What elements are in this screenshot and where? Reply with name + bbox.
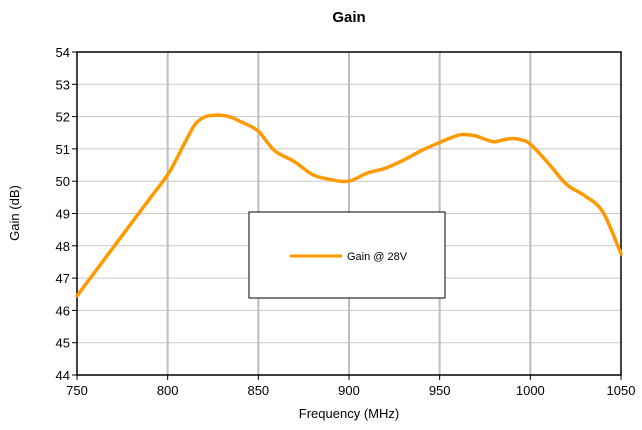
- x-tick-label: 1050: [607, 383, 636, 398]
- y-tick-label: 51: [56, 142, 70, 157]
- y-tick-label: 49: [56, 207, 70, 222]
- y-tick-label: 47: [56, 271, 70, 286]
- legend-box: [248, 211, 446, 299]
- x-tick-label: 750: [66, 383, 88, 398]
- axis-ticks: 44 45 46 47 48 49 50 51 52 53 54 750 800 850 900 950 100…: [56, 45, 636, 398]
- x-tick-label: 800: [157, 383, 179, 398]
- x-axis-label: Frequency (MHz): [299, 406, 399, 421]
- legend-label: Gain @ 28V: [347, 251, 408, 263]
- y-axis-label: Gain (dB): [7, 185, 22, 241]
- x-tick-label: 850: [247, 383, 269, 398]
- series-layer: [75, 113, 623, 298]
- x-tick-label: 900: [338, 383, 360, 398]
- y-tick-label: 48: [56, 239, 70, 254]
- x-tick-label: 950: [429, 383, 451, 398]
- legend: Gain @ 28V: [248, 211, 446, 299]
- x-tick-label: 1000: [516, 383, 545, 398]
- series-line: [75, 113, 623, 298]
- y-tick-label: 54: [56, 45, 70, 60]
- y-tick-label: 53: [56, 77, 70, 92]
- y-tick-label: 46: [56, 303, 70, 318]
- y-tick-label: 52: [56, 110, 70, 125]
- chart-title: Gain: [332, 9, 365, 26]
- y-tick-label: 50: [56, 174, 70, 189]
- y-tick-label: 45: [56, 336, 70, 351]
- y-tick-label: 44: [56, 368, 70, 383]
